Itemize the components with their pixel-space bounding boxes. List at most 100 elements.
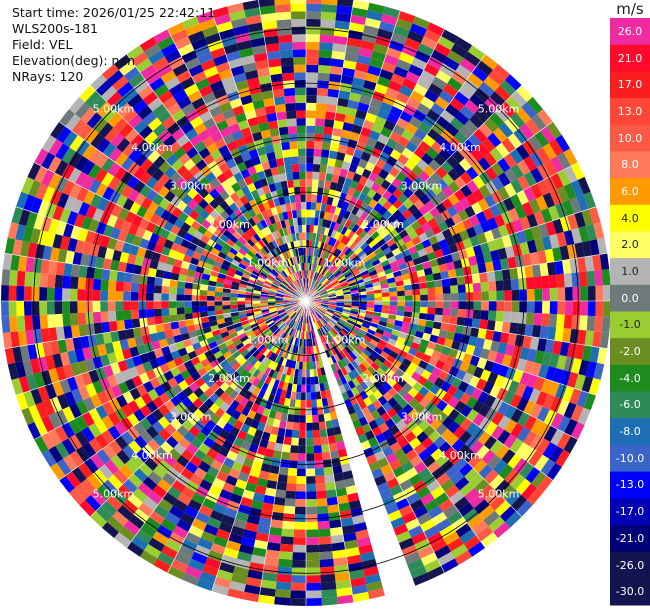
velocity-cell bbox=[232, 243, 241, 252]
velocity-cell bbox=[213, 229, 223, 239]
velocity-cell bbox=[184, 294, 192, 301]
velocity-cell bbox=[296, 314, 301, 323]
velocity-cell bbox=[88, 179, 102, 194]
velocity-cell bbox=[531, 471, 547, 489]
velocity-cell bbox=[246, 250, 255, 258]
velocity-cell bbox=[178, 152, 191, 165]
velocity-cell bbox=[325, 489, 337, 499]
velocity-cell bbox=[309, 263, 312, 271]
velocity-cell bbox=[238, 313, 248, 319]
velocity-cell bbox=[318, 309, 326, 315]
velocity-cell bbox=[321, 141, 331, 151]
velocity-cell bbox=[74, 155, 89, 172]
velocity-cell bbox=[333, 120, 344, 130]
velocity-cell bbox=[171, 159, 184, 172]
velocity-cell bbox=[94, 168, 108, 183]
velocity-cell bbox=[378, 151, 390, 163]
velocity-cell bbox=[318, 288, 326, 294]
velocity-cell bbox=[336, 299, 345, 301]
velocity-cell bbox=[368, 239, 378, 249]
velocity-cell bbox=[75, 415, 89, 431]
velocity-cell bbox=[306, 361, 310, 370]
velocity-cell bbox=[61, 163, 75, 180]
velocity-cell bbox=[86, 323, 96, 336]
velocity-cell bbox=[321, 298, 329, 301]
velocity-cell bbox=[127, 93, 143, 109]
velocity-cell bbox=[378, 168, 390, 180]
velocity-cell bbox=[488, 301, 497, 311]
velocity-cell bbox=[329, 142, 340, 152]
velocity-cell bbox=[206, 516, 222, 529]
velocity-cell bbox=[169, 406, 182, 419]
velocity-cell bbox=[556, 432, 571, 450]
velocity-cell bbox=[214, 397, 225, 408]
velocity-cell bbox=[225, 158, 237, 169]
velocity-cell bbox=[244, 482, 257, 493]
velocity-cell bbox=[489, 474, 505, 490]
velocity-cell bbox=[184, 301, 192, 308]
velocity-cell bbox=[282, 270, 289, 278]
velocity-cell bbox=[291, 312, 297, 320]
velocity-cell bbox=[373, 332, 383, 340]
velocity-cell bbox=[77, 228, 89, 242]
velocity-cell bbox=[35, 402, 49, 419]
velocity-cell bbox=[382, 210, 393, 221]
velocity-cell bbox=[254, 396, 263, 406]
velocity-cell bbox=[548, 274, 558, 289]
velocity-cell bbox=[378, 255, 388, 263]
velocity-cell bbox=[291, 18, 306, 27]
velocity-cell bbox=[442, 185, 455, 198]
velocity-cell bbox=[161, 42, 178, 57]
velocity-cell bbox=[80, 478, 97, 495]
velocity-cell bbox=[340, 282, 349, 288]
velocity-cell bbox=[266, 440, 276, 451]
velocity-cell bbox=[68, 151, 83, 168]
velocity-cell bbox=[367, 2, 385, 14]
velocity-cell bbox=[515, 107, 532, 124]
velocity-cell bbox=[152, 56, 169, 71]
velocity-cell bbox=[214, 291, 223, 297]
velocity-cell bbox=[389, 291, 398, 297]
velocity-cell bbox=[260, 291, 269, 295]
velocity-cell bbox=[107, 290, 116, 301]
velocity-cell bbox=[327, 236, 334, 246]
velocity-cell bbox=[224, 339, 234, 347]
velocity-cell bbox=[420, 70, 436, 84]
velocity-cell bbox=[222, 151, 234, 163]
velocity-cell bbox=[586, 315, 596, 332]
velocity-cell bbox=[314, 125, 325, 135]
velocity-cell bbox=[233, 322, 242, 329]
velocity-cell bbox=[348, 92, 362, 103]
velocity-cell bbox=[438, 263, 448, 273]
velocity-cell bbox=[195, 431, 208, 443]
velocity-cell bbox=[447, 193, 460, 206]
velocity-cell bbox=[47, 429, 62, 446]
velocity-cell bbox=[427, 307, 436, 315]
velocity-cell bbox=[309, 232, 314, 241]
velocity-cell bbox=[318, 275, 324, 283]
velocity-cell bbox=[207, 290, 215, 297]
velocity-cell bbox=[459, 125, 474, 140]
velocity-cell bbox=[346, 389, 355, 399]
velocity-cell bbox=[495, 142, 510, 158]
velocity-cell bbox=[242, 591, 260, 603]
velocity-cell bbox=[266, 480, 278, 490]
velocity-cell bbox=[485, 261, 495, 273]
velocity-cell bbox=[334, 310, 343, 315]
velocity-cell bbox=[373, 285, 382, 291]
velocity-cell bbox=[123, 66, 141, 82]
velocity-cell bbox=[141, 443, 155, 458]
velocity-cell bbox=[112, 510, 129, 527]
velocity-cell bbox=[300, 194, 306, 202]
velocity-cell bbox=[291, 567, 306, 576]
velocity-cell bbox=[389, 484, 403, 496]
velocity-cell bbox=[404, 306, 413, 313]
velocity-cell bbox=[523, 360, 535, 374]
velocity-cell bbox=[509, 148, 524, 164]
velocity-cell bbox=[147, 201, 159, 214]
velocity-cell bbox=[389, 350, 399, 360]
velocity-cell bbox=[368, 325, 378, 332]
velocity-cell bbox=[534, 454, 549, 472]
velocity-cell bbox=[557, 287, 566, 301]
velocity-cell bbox=[317, 241, 322, 250]
